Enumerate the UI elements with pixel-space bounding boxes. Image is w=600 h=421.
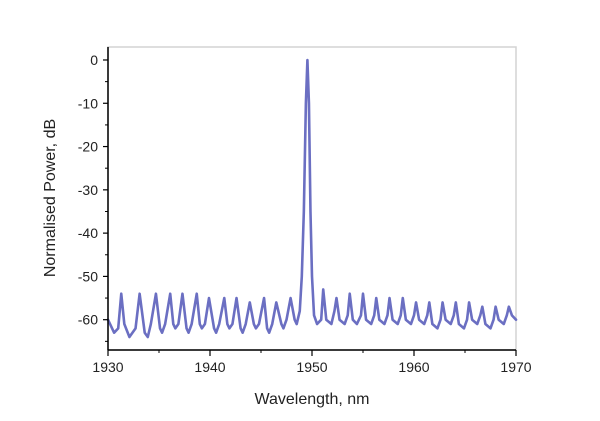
y-tick-label: -50 [78,268,98,284]
x-axis-label: Wavelength, nm [254,391,369,408]
x-tick-label: 1930 [92,359,123,375]
y-tick-label: -30 [78,182,98,198]
y-tick-label: -60 [78,312,98,328]
y-tick-label: -40 [78,225,98,241]
x-tick-label: 1970 [500,359,531,375]
series-line-spectrum [106,58,518,339]
x-tick-label: 1960 [398,359,429,375]
y-tick-label: -10 [78,95,98,111]
y-axis-label: Normalised Power, dB [42,119,59,277]
x-tick-label: 1950 [296,359,327,375]
x-tick-label: 1940 [194,359,225,375]
y-tick-label: 0 [90,52,98,68]
y-tick-label: -20 [78,139,98,155]
